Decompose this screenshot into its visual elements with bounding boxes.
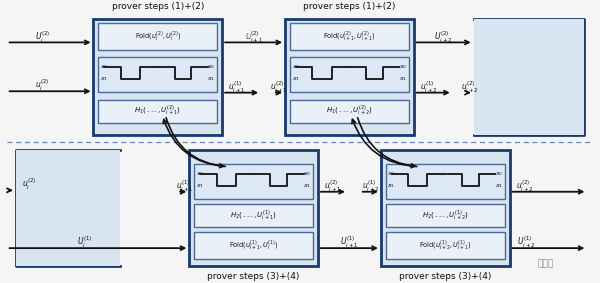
- Text: $u_{i+2}^{(1)}$: $u_{i+2}^{(1)}$: [420, 80, 437, 95]
- Text: $\mathrm{Fold}(u_i^{(2)},U_i^{(2)})$: $\mathrm{Fold}(u_i^{(2)},U_i^{(2)})$: [134, 29, 181, 44]
- FancyBboxPatch shape: [94, 19, 222, 134]
- Text: $x_0$: $x_0$: [399, 63, 407, 71]
- Text: prover steps (3)+(4): prover steps (3)+(4): [399, 272, 491, 281]
- Text: $u_i^{(2)}$: $u_i^{(2)}$: [35, 78, 50, 93]
- Text: $U_{i+1}^{(1)}$: $U_{i+1}^{(1)}$: [340, 235, 359, 250]
- Text: $x_1$: $x_1$: [303, 183, 311, 190]
- Text: $x_1$: $x_1$: [100, 76, 108, 83]
- Text: prover steps (3)+(4): prover steps (3)+(4): [208, 272, 300, 281]
- FancyBboxPatch shape: [290, 57, 409, 92]
- Text: $H_2(\,...,U_{i+1}^{(1)})$: $H_2(\,...,U_{i+1}^{(1)})$: [230, 209, 277, 223]
- Text: $x_1$: $x_1$: [292, 76, 300, 83]
- Text: $H_1(\,...,U_{i+1}^{(2)})$: $H_1(\,...,U_{i+1}^{(2)})$: [134, 104, 181, 119]
- FancyBboxPatch shape: [386, 204, 505, 228]
- FancyBboxPatch shape: [194, 204, 313, 228]
- Text: $x_0$: $x_0$: [303, 170, 311, 178]
- FancyBboxPatch shape: [98, 23, 217, 50]
- Text: $u_{i+2}^{(2)}$: $u_{i+2}^{(2)}$: [515, 179, 533, 194]
- FancyBboxPatch shape: [290, 23, 409, 50]
- FancyBboxPatch shape: [381, 150, 509, 266]
- Text: $u_{i+1}^{(1)}$: $u_{i+1}^{(1)}$: [228, 80, 246, 95]
- Text: 星想法: 星想法: [538, 260, 553, 269]
- Text: prover steps (1)+(2): prover steps (1)+(2): [112, 2, 204, 11]
- FancyBboxPatch shape: [386, 232, 505, 259]
- Text: $U_{i+2}^{(1)}$: $U_{i+2}^{(1)}$: [517, 235, 536, 250]
- Text: $x_0$: $x_0$: [208, 63, 215, 71]
- Text: $U_{i+2}^{(2)}$: $U_{i+2}^{(2)}$: [434, 29, 453, 44]
- Text: $x_1$: $x_1$: [388, 183, 395, 190]
- Text: $u_{i+2}^{(2)}$: $u_{i+2}^{(2)}$: [461, 79, 478, 95]
- Text: $u_{i+1}^{(1)}$: $u_{i+1}^{(1)}$: [176, 179, 193, 194]
- FancyBboxPatch shape: [386, 164, 505, 199]
- Text: $x_0$: $x_0$: [100, 63, 109, 71]
- Text: $x_0$: $x_0$: [388, 170, 395, 178]
- Text: $H_1(\,...,U_{i+2}^{(2)})$: $H_1(\,...,U_{i+2}^{(2)})$: [326, 104, 373, 119]
- FancyBboxPatch shape: [285, 19, 414, 134]
- Text: $x_1$: $x_1$: [208, 76, 215, 83]
- Text: $x_1$: $x_1$: [494, 183, 503, 190]
- FancyBboxPatch shape: [290, 100, 409, 123]
- FancyBboxPatch shape: [473, 19, 584, 134]
- Text: $x_0$: $x_0$: [196, 170, 204, 178]
- FancyBboxPatch shape: [16, 150, 121, 266]
- Text: $u_{i+1}^{(2)}$: $u_{i+1}^{(2)}$: [270, 80, 288, 95]
- Text: prover steps (1)+(2): prover steps (1)+(2): [303, 2, 395, 11]
- FancyBboxPatch shape: [98, 57, 217, 92]
- Text: $u_i^{(2)}$: $u_i^{(2)}$: [22, 177, 37, 192]
- Text: $\mathbb{U}_{i+1}^{(2)}$: $\mathbb{U}_{i+1}^{(2)}$: [245, 29, 263, 44]
- Text: $u_{i+1}^{(2)}$: $u_{i+1}^{(2)}$: [324, 179, 342, 194]
- Text: $x_1$: $x_1$: [196, 183, 204, 190]
- Text: $H_2(\,...,U_{i+2}^{(1)})$: $H_2(\,...,U_{i+2}^{(1)})$: [422, 209, 469, 223]
- Text: $\mathrm{Fold}(u_{i+1}^{(1)},U_i^{(1)})$: $\mathrm{Fold}(u_{i+1}^{(1)},U_i^{(1)})$: [229, 238, 278, 252]
- Text: $U_i^{(1)}$: $U_i^{(1)}$: [77, 235, 92, 250]
- FancyBboxPatch shape: [194, 232, 313, 259]
- Text: $\mathrm{Fold}(u_{i+2}^{(1)},U_{i+1}^{(1)})$: $\mathrm{Fold}(u_{i+2}^{(1)},U_{i+1}^{(1…: [419, 238, 471, 252]
- Text: $u_{i+2}^{(1)}$: $u_{i+2}^{(1)}$: [362, 179, 380, 194]
- FancyBboxPatch shape: [194, 164, 313, 199]
- FancyBboxPatch shape: [189, 150, 318, 266]
- Text: $x_1$: $x_1$: [399, 76, 407, 83]
- Text: $U_i^{(2)}$: $U_i^{(2)}$: [35, 29, 50, 44]
- Text: $x_0$: $x_0$: [292, 63, 300, 71]
- Text: $\mathrm{Fold}(u_{i+1}^{(2)},U_{i+1}^{(2)})$: $\mathrm{Fold}(u_{i+1}^{(2)},U_{i+1}^{(2…: [323, 29, 376, 44]
- Text: $x_0$: $x_0$: [494, 170, 503, 178]
- FancyBboxPatch shape: [98, 100, 217, 123]
